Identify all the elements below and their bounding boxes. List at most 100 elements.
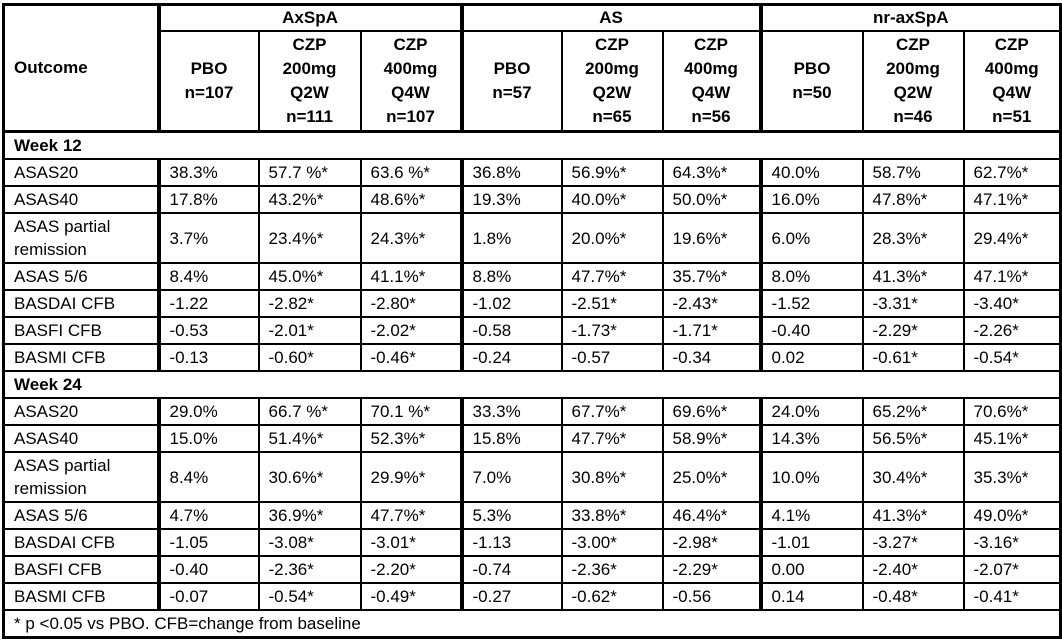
value-cell: 65.2%* (861, 397, 965, 426)
section-row: Week 12 (2, 130, 1062, 160)
table-row: ASAS20 38.3% 57.7 %* 63.6 %* 36.8% 56.9%* 64.3… (2, 158, 1062, 187)
value-cell: 63.6 %* (359, 158, 463, 187)
value-cell: -3.31* (861, 289, 965, 318)
value-cell: -1.71* (661, 316, 762, 345)
value-cell: 38.3% (156, 158, 260, 187)
value-cell: 6.0% (758, 212, 864, 264)
column-header-axspa-czp200: CZP 200mg Q2W n=111 (257, 30, 362, 133)
value-cell: 0.14 (758, 582, 864, 611)
table-row: ASAS 5/6 4.7% 36.9%* 47.7%* 5.3% 33.8%* 46.4%*… (2, 501, 1062, 530)
value-cell: 40.0% (758, 158, 864, 187)
value-cell: 33.8%* (560, 501, 664, 530)
value-cell: 46.4%* (661, 501, 762, 530)
value-cell: -2.01* (257, 316, 362, 345)
value-cell: 64.3%* (661, 158, 762, 187)
value-cell: -1.01 (758, 528, 864, 557)
value-cell: -2.02* (359, 316, 463, 345)
value-cell: 58.9%* (661, 424, 762, 453)
value-cell: 15.8% (459, 424, 563, 453)
value-cell: 70.1 %* (359, 397, 463, 426)
value-cell: 69.6%* (661, 397, 762, 426)
value-cell: 0.02 (758, 343, 864, 372)
value-cell: 4.1% (758, 501, 864, 530)
outcome-cell: ASAS 5/6 (2, 501, 161, 530)
value-cell: -3.01* (359, 528, 463, 557)
value-cell: 20.0%* (560, 212, 664, 264)
footnote-row: * p <0.05 vs PBO. CFB=change from baseli… (2, 609, 1062, 639)
value-cell: 70.6%* (962, 397, 1062, 426)
value-cell: 56.5%* (861, 424, 965, 453)
value-cell: -2.07* (962, 555, 1062, 584)
value-cell: 41.1%* (359, 262, 463, 291)
value-cell: -1.13 (459, 528, 563, 557)
value-cell: -0.60* (257, 343, 362, 372)
value-cell: -0.49* (359, 582, 463, 611)
column-header-as-pbo: PBO n=57 (459, 30, 563, 133)
value-cell: -0.57 (560, 343, 664, 372)
value-cell: 8.4% (156, 262, 260, 291)
value-cell: 30.4%* (861, 451, 965, 503)
table-row: BASMI CFB -0.13 -0.60* -0.46* -0.24 -0.57 -0.3… (2, 343, 1062, 372)
value-cell: 33.3% (459, 397, 563, 426)
column-header-row: PBO n=107 CZP 200mg Q2W n=111 CZP 400mg … (4, 30, 1062, 133)
value-cell: 47.8%* (861, 185, 965, 214)
value-cell: 45.1%* (962, 424, 1062, 453)
group-header-row: Outcome AxSpA AS nr-axSpA (2, 3, 1062, 133)
value-cell: 24.3%* (359, 212, 463, 264)
value-cell: -0.61* (861, 343, 965, 372)
table-row: ASAS20 29.0% 66.7 %* 70.1 %* 33.3% 67.7%* 69.6… (2, 397, 1062, 426)
column-header-nr-axspa-czp400: CZP 400mg Q4W n=51 (962, 30, 1062, 133)
value-cell: -2.26* (962, 316, 1062, 345)
value-cell: 4.7% (156, 501, 260, 530)
table-row: ASAS partial remission 3.7% 23.4%* 24.3%* 1.… (2, 212, 1062, 264)
value-cell: 36.8% (459, 158, 563, 187)
outcome-cell: BASFI CFB (2, 555, 161, 584)
value-cell: -0.54* (962, 343, 1062, 372)
value-cell: -0.56 (661, 582, 762, 611)
group-header-nr-axspa: nr-axSpA (758, 3, 1062, 32)
value-cell: -1.73* (560, 316, 664, 345)
value-cell: 0.00 (758, 555, 864, 584)
value-cell: -0.27 (459, 582, 563, 611)
value-cell: -0.54* (257, 582, 362, 611)
value-cell: -2.51* (560, 289, 664, 318)
outcome-cell: ASAS20 (2, 397, 161, 426)
value-cell: 47.7%* (560, 262, 664, 291)
value-cell: 10.0% (758, 451, 864, 503)
value-cell: 17.8% (156, 185, 260, 214)
table-body: Week 12 ASAS20 38.3% 57.7 %* 63.6 %* 36.8% 56.… (2, 130, 1062, 611)
value-cell: 15.0% (156, 424, 260, 453)
value-cell: -2.82* (257, 289, 362, 318)
table-row: ASAS40 15.0% 51.4%* 52.3%* 15.8% 47.7%* 58.9%*… (2, 424, 1062, 453)
value-cell: 41.3%* (861, 501, 965, 530)
value-cell: -0.46* (359, 343, 463, 372)
value-cell: 50.0%* (661, 185, 762, 214)
value-cell: 52.3%* (359, 424, 463, 453)
footnote: * p <0.05 vs PBO. CFB=change from baseli… (2, 609, 1062, 639)
outcome-cell: BASDAI CFB (2, 289, 161, 318)
column-header-nr-axspa-czp200: CZP 200mg Q2W n=46 (861, 30, 965, 133)
value-cell: -2.29* (861, 316, 965, 345)
value-cell: 29.4%* (962, 212, 1062, 264)
value-cell: 41.3%* (861, 262, 965, 291)
column-header-as-czp200: CZP 200mg Q2W n=65 (560, 30, 664, 133)
outcome-cell: BASFI CFB (2, 316, 161, 345)
value-cell: -1.02 (459, 289, 563, 318)
value-cell: 47.1%* (962, 262, 1062, 291)
value-cell: 24.0% (758, 397, 864, 426)
outcome-cell: BASMI CFB (2, 343, 161, 372)
group-header-as: AS (459, 3, 762, 32)
table-row: BASFI CFB -0.40 -2.36* -2.20* -0.74 -2.36* -2.… (2, 555, 1062, 584)
outcome-cell: ASAS 5/6 (2, 262, 161, 291)
table-row: ASAS partial remission 8.4% 30.6%* 29.9%* 7.… (2, 451, 1062, 503)
outcome-cell: BASDAI CFB (2, 528, 161, 557)
outcome-cell: ASAS20 (2, 158, 161, 187)
value-cell: -2.98* (661, 528, 762, 557)
value-cell: 1.8% (459, 212, 563, 264)
outcome-cell: ASAS40 (2, 424, 161, 453)
outcome-cell: ASAS40 (2, 185, 161, 214)
value-cell: -0.74 (459, 555, 563, 584)
outcome-cell: BASMI CFB (2, 582, 161, 611)
value-cell: -3.08* (257, 528, 362, 557)
